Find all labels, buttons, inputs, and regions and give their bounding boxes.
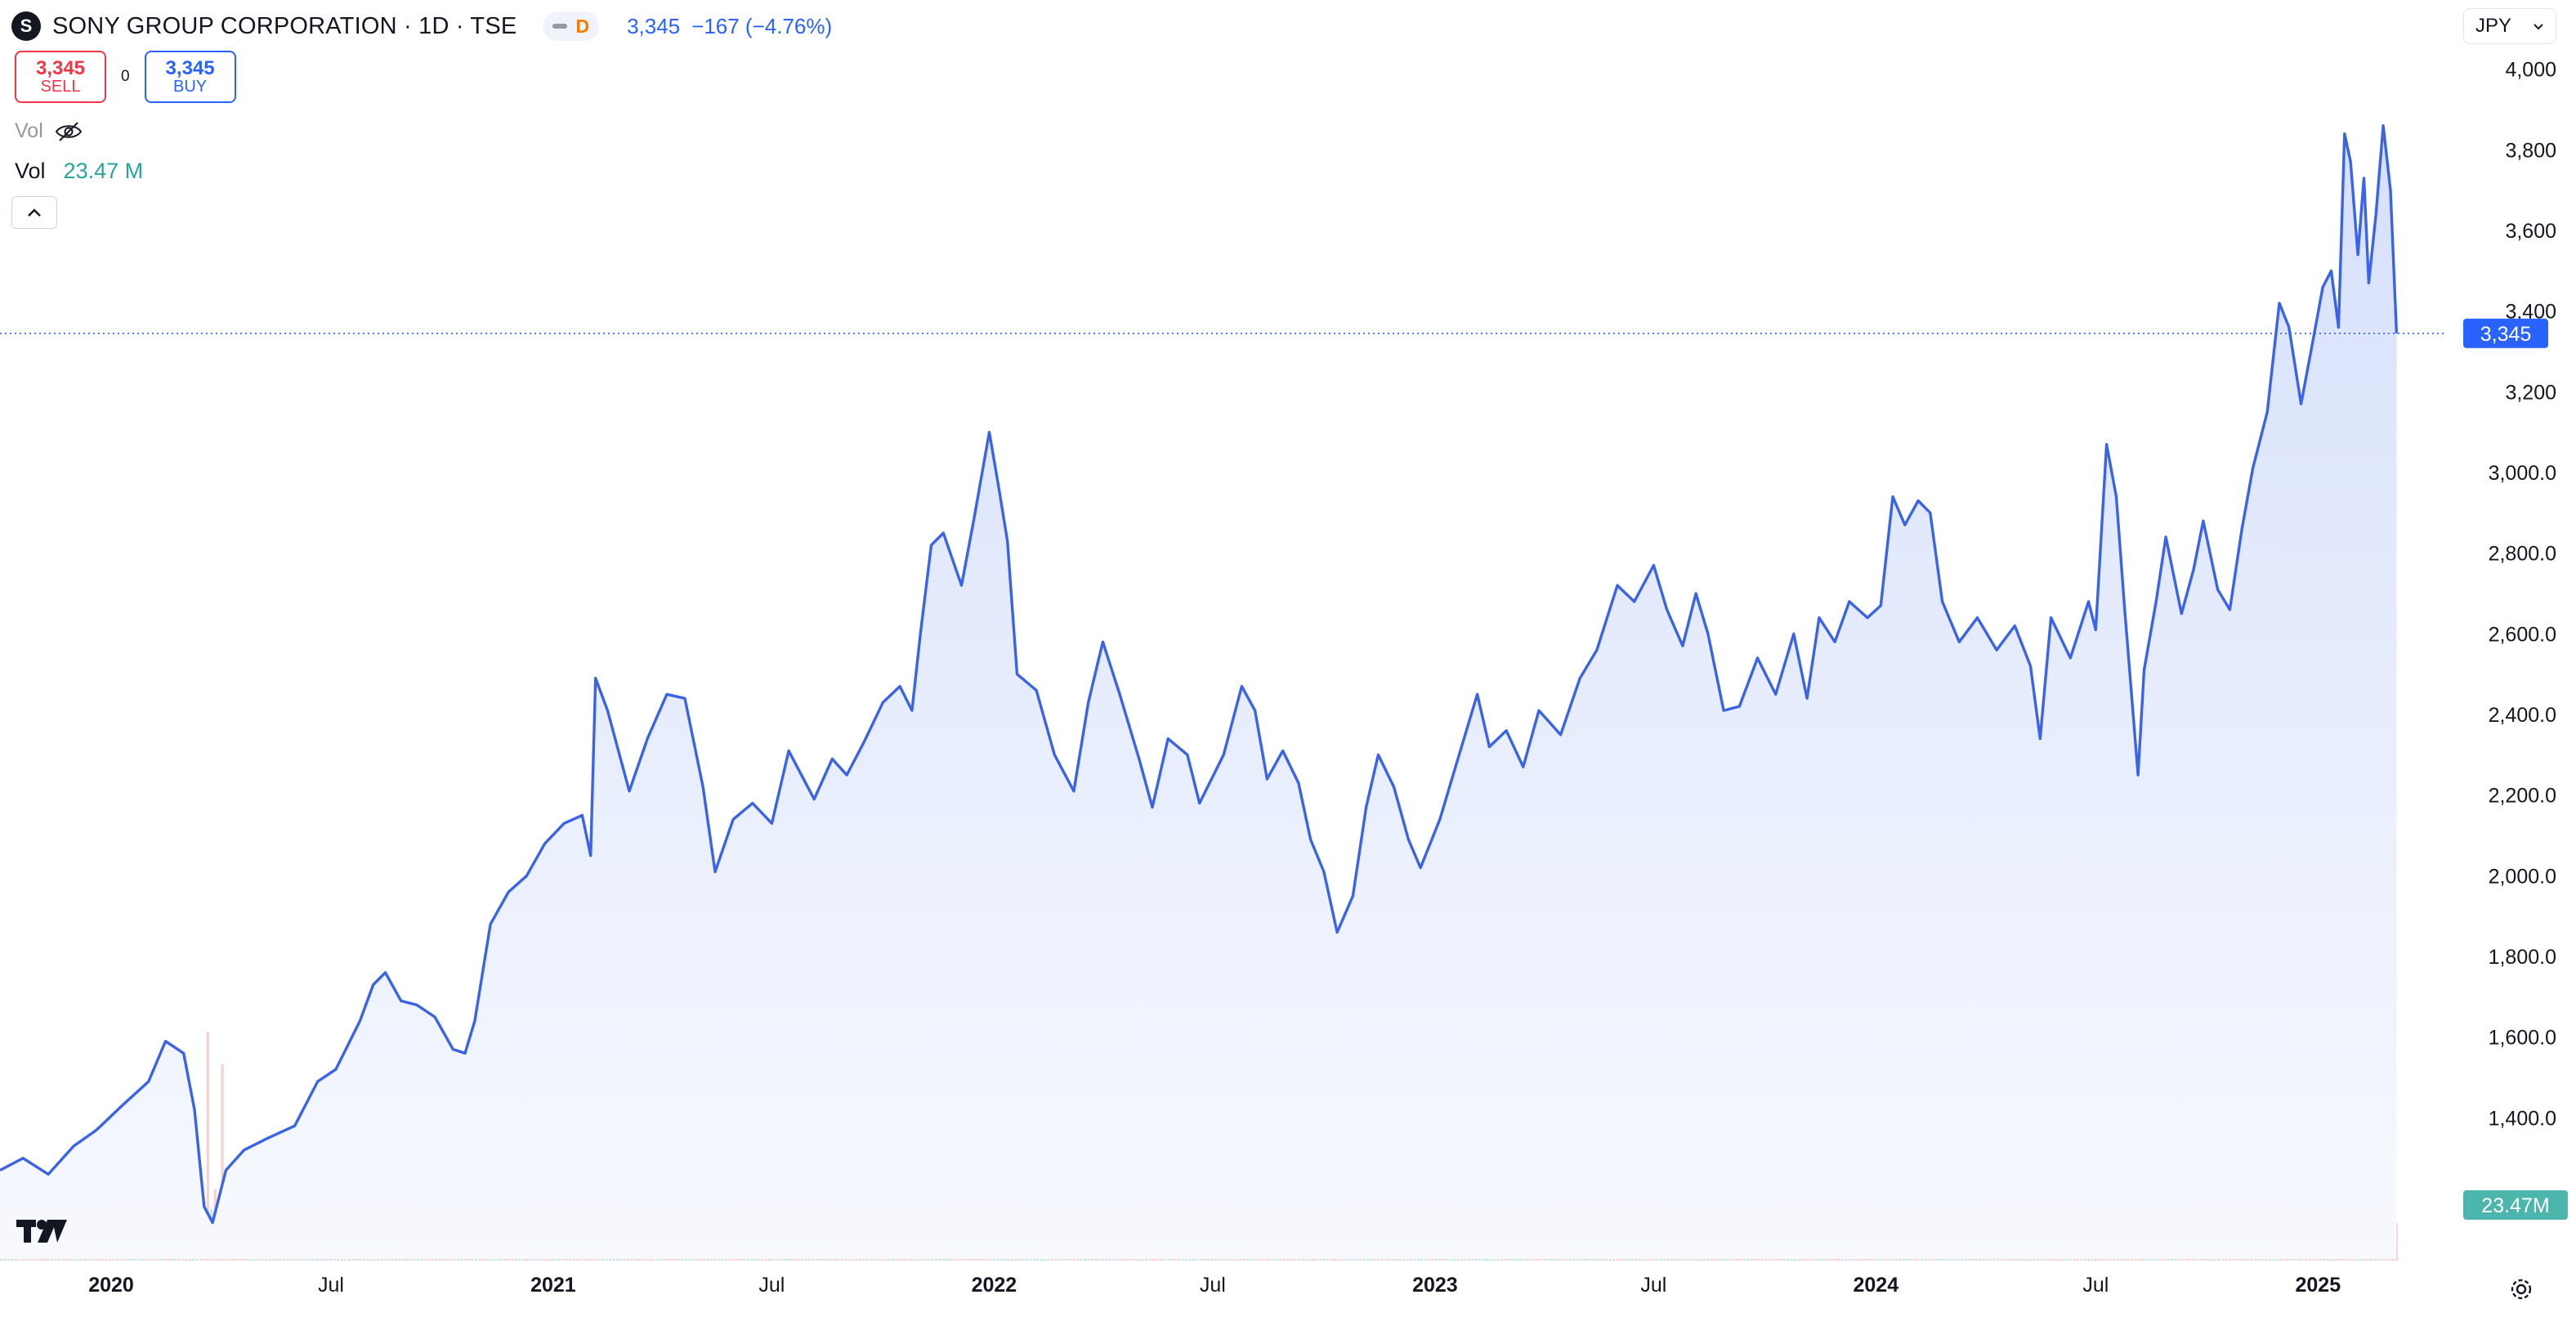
interval-badge: D: [575, 15, 590, 37]
sell-price: 3,345: [35, 56, 86, 79]
hidden-volume-legend[interactable]: Vol: [15, 119, 83, 143]
spread-value: 0: [121, 68, 130, 85]
price-area: [0, 125, 2397, 1260]
y-tick-label: 1,400.0: [2489, 1107, 2556, 1130]
buy-price: 3,345: [165, 56, 215, 79]
y-tick-label: 2,200.0: [2489, 785, 2556, 808]
x-tick-label: 2025: [2295, 1274, 2341, 1297]
volume-badge-label: 23.47M: [2481, 1194, 2549, 1217]
interval-status-pill[interactable]: D: [543, 11, 600, 41]
symbol-title[interactable]: SONY GROUP CORPORATION · 1D · TSE: [52, 12, 517, 39]
eye-crossed-icon[interactable]: [55, 121, 83, 142]
x-tick-label: 2021: [530, 1274, 576, 1297]
sell-button[interactable]: 3,345 SELL: [15, 51, 106, 103]
y-tick-label: 2,600.0: [2489, 623, 2556, 646]
buy-button[interactable]: 3,345 BUY: [144, 51, 236, 103]
hidden-volume-label: Vol: [15, 119, 43, 142]
x-tick-label: 2020: [88, 1274, 134, 1297]
volume-bar: [206, 1032, 209, 1261]
sony-logo-icon: S: [11, 11, 41, 41]
x-tick-label: 2024: [1853, 1274, 1898, 1297]
volume-bar: [2395, 1222, 2399, 1261]
x-tick-label: 2022: [972, 1274, 1017, 1297]
last-price: 3,345: [627, 13, 681, 38]
chart-header: S SONY GROUP CORPORATION · 1D · TSE D 3,…: [11, 8, 832, 44]
settings-icon[interactable]: [2507, 1275, 2535, 1303]
volume-legend[interactable]: Vol 23.47 M: [15, 159, 143, 184]
y-tick-label: 1,800.0: [2489, 946, 2556, 969]
volume-bar: [221, 1064, 224, 1261]
x-tick-label: Jul: [758, 1274, 785, 1297]
price-line: [0, 124, 2399, 1225]
currency-value: JPY: [2475, 15, 2512, 37]
collapse-legend-button[interactable]: [11, 196, 57, 229]
x-tick-label: Jul: [1200, 1274, 1226, 1297]
sell-label: SELL: [40, 78, 81, 96]
volume-label: Vol: [15, 159, 46, 183]
price-change: −167 (−4.76%): [691, 13, 833, 38]
x-tick-label: Jul: [2082, 1274, 2109, 1297]
chevron-up-icon: [28, 208, 41, 217]
volume-value: 23.47 M: [63, 159, 144, 183]
tradingview-logo-icon[interactable]: [15, 1216, 69, 1246]
y-tick-label: 3,600: [2505, 220, 2556, 243]
y-tick-label: 2,800.0: [2489, 543, 2556, 566]
y-tick-label: 2,400.0: [2489, 704, 2556, 727]
y-tick-label: 3,800: [2505, 139, 2556, 162]
last-price-badge: [2463, 318, 2548, 348]
y-tick-label: 1,600.0: [2489, 1027, 2556, 1050]
y-tick-label: 2,000.0: [2489, 865, 2556, 888]
currency-select[interactable]: JPY: [2463, 8, 2556, 44]
buy-label: BUY: [173, 78, 208, 96]
x-tick-label: 2023: [1412, 1274, 1458, 1297]
y-tick-label: 3,200: [2505, 381, 2556, 404]
x-tick-label: Jul: [1640, 1274, 1666, 1297]
chevron-down-icon: [2534, 24, 2543, 30]
last-price-badge-label: 3,345: [2480, 323, 2532, 346]
quote-readout: 3,345 −167 (−4.76%): [627, 14, 832, 39]
x-tick-label: Jul: [318, 1274, 344, 1297]
dash-icon: [552, 24, 568, 29]
y-tick-label: 4,000: [2505, 59, 2556, 82]
volume-badge: [2463, 1190, 2568, 1220]
y-tick-label: 3,000.0: [2489, 462, 2556, 485]
trade-buttons: 3,345 SELL 0 3,345 BUY: [15, 51, 236, 103]
